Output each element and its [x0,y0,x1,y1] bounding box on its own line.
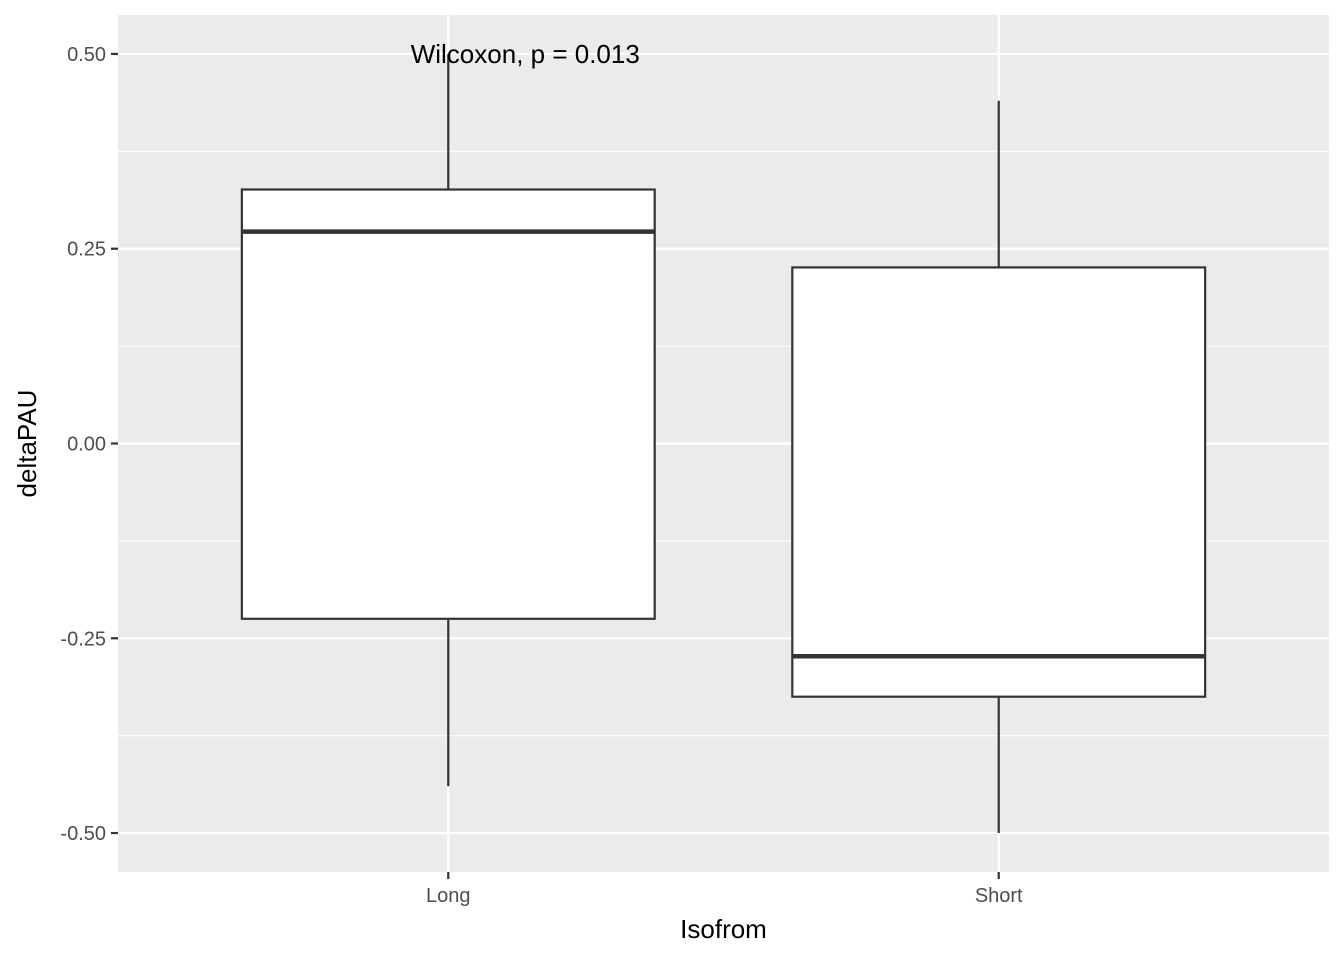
x-tick-label: Long [426,885,471,907]
y-tick-label: 0.00 [67,434,106,456]
y-tick-label: -0.25 [60,628,106,650]
wilcoxon-annotation: Wilcoxon, p = 0.013 [411,39,640,69]
x-axis: Long Short [426,872,1023,907]
x-axis-title: Isofrom [680,914,767,944]
y-tick-label: 0.25 [67,239,106,261]
box-long [240,53,656,787]
boxes [240,53,1207,834]
x-tick-label: Short [975,885,1023,907]
box-short [791,100,1207,834]
iqr-box [240,188,656,620]
y-tick-label: 0.50 [67,44,106,66]
y-tick-label: -0.50 [60,823,106,845]
iqr-box [791,266,1207,698]
y-axis: -0.50 -0.25 0.00 0.25 0.50 [60,44,118,845]
y-axis-title: deltaPAU [12,390,42,498]
